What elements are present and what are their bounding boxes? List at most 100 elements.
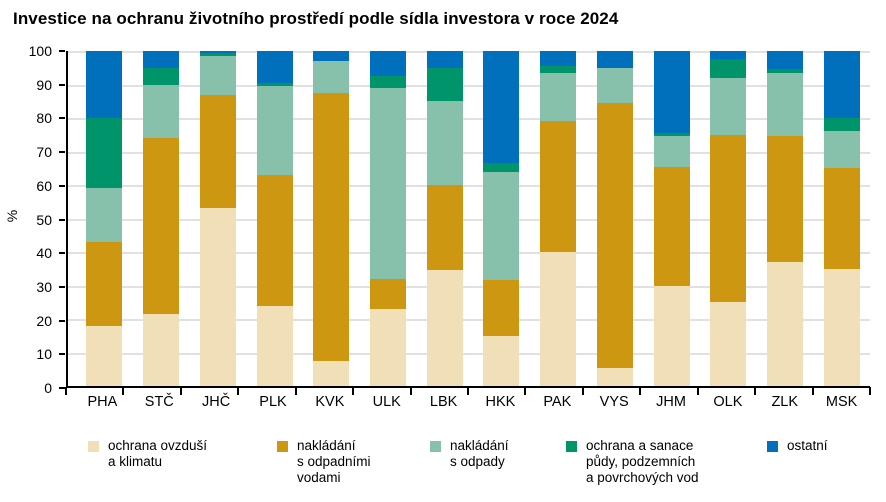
bar-segment	[766, 72, 803, 137]
legend-label-line: ochrana ovzduší	[108, 438, 208, 453]
bar-slot-hkk	[473, 51, 530, 386]
bar-segment	[86, 118, 123, 189]
bar-segment	[653, 51, 690, 134]
y-tick-mark-80	[59, 117, 65, 120]
gridline-40	[68, 252, 870, 254]
bar-slot-stč	[133, 51, 190, 386]
legend-label-line: půdy, podzemních	[586, 454, 696, 469]
bar-segment	[143, 84, 180, 139]
bar-pak	[540, 51, 577, 386]
bar-segment	[426, 67, 463, 102]
y-tick-label-0: 0	[44, 380, 52, 396]
x-label-stč: STČ	[144, 394, 174, 410]
y-tick-mark-30	[59, 285, 65, 288]
bar-segment	[596, 102, 633, 368]
bar-segment	[540, 72, 577, 122]
x-axis-labels: PHA STČ JHČ PLK KVK ULK LBK HKK PAK VYS JHM OLK ZLK M…	[66, 394, 870, 410]
legend-label-1: ochrana ovzduší a klimatu	[108, 438, 207, 470]
gridline-30	[68, 286, 870, 287]
bar-segment	[426, 185, 463, 271]
bar-segment	[256, 174, 293, 306]
bar-segment	[766, 69, 803, 73]
x-label-zlk: ZLK	[771, 394, 799, 410]
x-tick-mark-13	[811, 387, 814, 395]
bar-segment	[653, 285, 690, 386]
gridline-20	[68, 319, 870, 321]
bar-slot-jhč	[189, 51, 246, 386]
bar-segment	[426, 101, 463, 186]
bar-segment	[766, 136, 803, 263]
x-label-msk: MSK	[825, 394, 858, 410]
x-label-plk: PLK	[259, 394, 287, 410]
bar-segment	[540, 51, 577, 67]
bar-slot-pak	[530, 51, 587, 386]
bar-zlk	[766, 51, 803, 386]
y-tick-mark-70	[59, 151, 65, 154]
bar-segment	[143, 51, 180, 68]
bar-segment	[256, 86, 293, 175]
bar-segment	[369, 87, 406, 279]
x-label-lbk: LBK	[429, 394, 458, 410]
bar-slot-vys	[586, 51, 643, 386]
bar-slot-plk	[246, 51, 303, 386]
x-label-pak: PAK	[543, 394, 572, 410]
bar-segment	[710, 77, 747, 135]
bar-segment	[483, 280, 520, 336]
bar-segment	[596, 67, 633, 103]
bar-segment	[823, 168, 860, 269]
legend-item-2: nakládání s odpadními vodami	[277, 438, 371, 486]
bar-segment	[199, 52, 236, 57]
x-label-vys: VYS	[599, 394, 629, 410]
bar-segment	[86, 241, 123, 326]
bar-segment	[143, 67, 180, 85]
bar-segment	[710, 51, 747, 60]
bar-segment	[426, 270, 463, 386]
y-tick-mark-40	[59, 252, 65, 255]
legend-item-4: ochrana a sanace půdy, podzemních a povrch…	[566, 438, 699, 486]
legend-label-line: s odpady	[450, 454, 505, 469]
bar-segment	[653, 136, 690, 167]
legend-label-4: ochrana a sanace půdy, podzemních a povrch…	[586, 438, 699, 486]
x-tick-mark-12	[754, 387, 757, 395]
bar-segment	[256, 82, 293, 87]
y-tick-label-70: 70	[36, 144, 52, 161]
y-tick-label-20: 20	[36, 312, 52, 329]
bar-segment	[369, 278, 406, 309]
bar-segment	[483, 51, 520, 164]
bar-segment	[199, 94, 236, 209]
y-tick-label-90: 90	[36, 76, 52, 93]
plot-area	[66, 51, 870, 388]
legend-swatch-3	[430, 441, 441, 452]
bar-segment	[540, 66, 577, 73]
x-tick-mark-0	[65, 387, 67, 395]
legend-item-5: ostatní	[767, 438, 828, 454]
x-tick-mark-1	[122, 387, 125, 395]
x-tick-mark-5	[352, 387, 355, 395]
legend-label-line: ochrana a sanace	[586, 438, 694, 453]
bar-segment	[313, 61, 350, 93]
x-tick-mark-9	[581, 387, 584, 395]
bar-segment	[369, 76, 406, 88]
bar-segment	[653, 133, 690, 137]
x-tick-mark-14	[869, 387, 871, 395]
y-tick-label-30: 30	[36, 278, 52, 295]
bar-stč	[143, 51, 180, 386]
bar-segment	[823, 118, 860, 132]
x-label-jhč: JHČ	[202, 394, 231, 410]
y-tick-label-50: 50	[36, 211, 52, 228]
bar-segment	[86, 188, 123, 242]
legend-item-3: nakládání s odpady	[430, 438, 509, 470]
bar-segment	[540, 121, 577, 252]
legend-label-3: nakládání s odpady	[450, 438, 509, 470]
bar-segment	[199, 51, 236, 53]
y-tick-mark-20	[59, 319, 65, 322]
bar-segment	[143, 313, 180, 386]
legend-label-line: nakládání	[450, 438, 509, 453]
bar-segment	[766, 51, 803, 70]
bar-segment	[426, 51, 463, 68]
bar-lbk	[426, 51, 463, 386]
legend-label-line: nakládání	[297, 438, 356, 453]
bar-segment	[710, 302, 747, 386]
bar-slot-ulk	[360, 51, 417, 386]
bar-segment	[483, 163, 520, 172]
